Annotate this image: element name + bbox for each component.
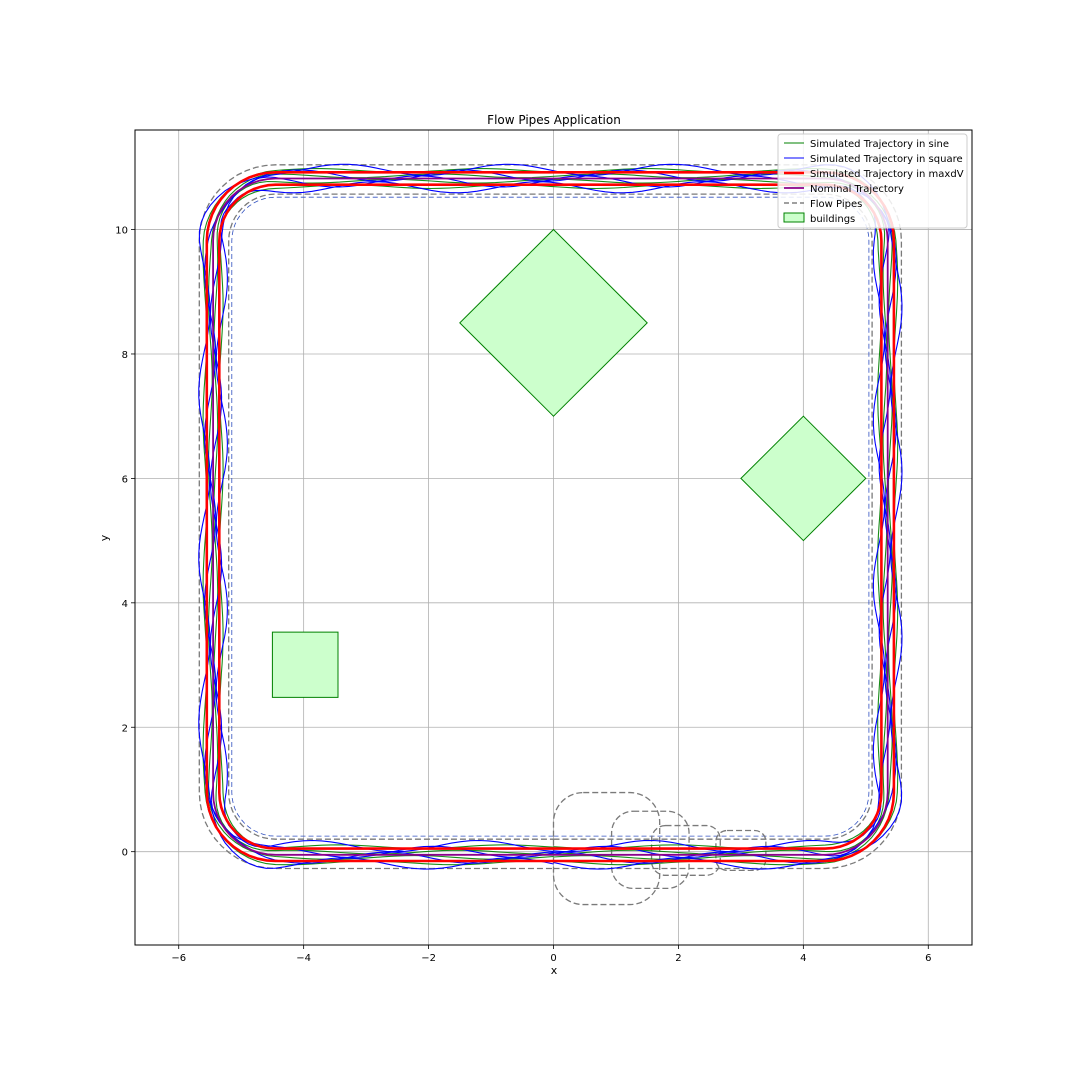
legend-entry: buildings: [783, 212, 855, 225]
x-tick-label: 4: [800, 953, 806, 964]
legend-label: Flow Pipes: [810, 199, 862, 210]
y-tick-label: 8: [122, 350, 128, 361]
building-small-diamond: [740, 415, 867, 542]
y-axis-ticks: 0 2 4 6 8 10: [115, 226, 135, 859]
flow-pipe-segment: [650, 824, 721, 876]
trajectory-line: [205, 171, 896, 863]
legend-entry: Nominal Trajectory: [784, 184, 904, 195]
x-tick-label: −4: [296, 953, 311, 964]
legend-box: [777, 133, 968, 229]
buildings: [271, 228, 867, 698]
legend-entry: Simulated Trajectory in square: [784, 154, 963, 165]
building-square: [271, 631, 339, 698]
x-tick-label: 0: [550, 953, 556, 964]
legend-entry: Simulated Trajectory in maxdV: [784, 169, 964, 180]
y-tick-label: 6: [122, 474, 128, 485]
x-tick-label: 6: [925, 953, 931, 964]
chart-title: Flow Pipes Application: [487, 113, 621, 127]
trajectory-line: [218, 183, 883, 850]
legend-label: Nominal Trajectory: [810, 184, 904, 195]
legend-entry: Flow Pipes: [784, 199, 862, 210]
building-large-diamond: [459, 228, 648, 417]
y-tick-label: 2: [122, 723, 128, 734]
y-axis-label: y: [98, 534, 111, 541]
x-axis-label: x: [551, 964, 558, 977]
x-tick-label: 2: [675, 953, 681, 964]
legend-label: Simulated Trajectory in square: [810, 154, 963, 165]
plot-area: [134, 129, 973, 946]
flow-pipe-segment: [715, 829, 767, 871]
x-axis-ticks: −6 −4 −2 0 2 4 6: [171, 945, 931, 964]
flow-pipe-inner-boundary: [228, 193, 873, 840]
trajectory-line: [198, 163, 903, 870]
y-tick-label: 4: [122, 599, 128, 610]
legend-swatch: [783, 212, 805, 223]
flow-pipe-inner-edge: [231, 196, 870, 837]
x-tick-label: −2: [421, 953, 436, 964]
trajectories: [198, 163, 903, 870]
trajectory-line: [212, 177, 889, 856]
x-tick-label: −6: [171, 953, 186, 964]
legend-label: Simulated Trajectory in maxdV: [810, 169, 964, 180]
legend: Simulated Trajectory in sine Simulated Tr…: [777, 133, 968, 229]
legend-label: Simulated Trajectory in sine: [810, 139, 949, 150]
legend-entry: Simulated Trajectory in sine: [784, 139, 949, 150]
trajectory-line: [215, 181, 886, 853]
y-tick-label: 0: [122, 848, 128, 859]
y-tick-label: 10: [115, 226, 128, 237]
legend-label: buildings: [810, 214, 855, 225]
